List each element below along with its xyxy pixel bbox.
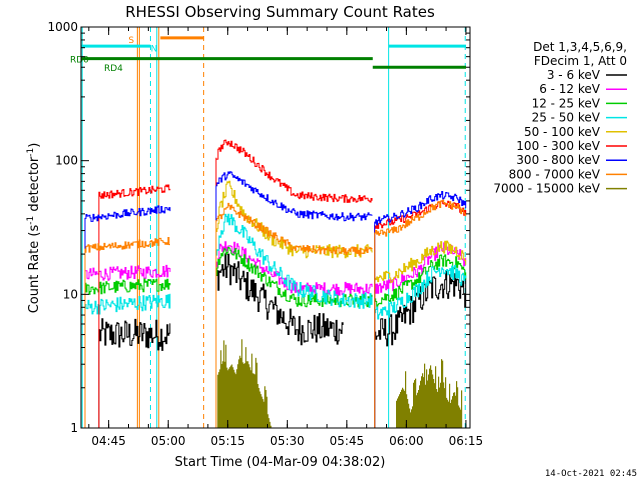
series-25-50-kev <box>215 213 373 428</box>
legend-label-6-12-kev: 6 - 12 keV <box>539 82 601 96</box>
series-3-6-kev <box>98 318 171 428</box>
series-800-7000-kev <box>84 237 170 428</box>
y-tick-label: 10 <box>63 287 78 301</box>
axis-ticks: 1 10 100 1000 04:45 05:00 05:15 05:30 05:45 06:00… <box>47 20 483 448</box>
legend-label-12-25-kev: 12 - 25 keV <box>532 96 601 110</box>
legend-label-3-6-kev: 3 - 6 keV <box>547 68 601 82</box>
series-100-300-kev <box>215 139 373 428</box>
y-tick-label: 1000 <box>47 20 78 34</box>
legend-label-25-50-kev: 25 - 50 keV <box>532 111 601 125</box>
series-800-7000-kev <box>215 202 373 428</box>
series-12-25-kev <box>84 278 171 428</box>
x-axis-label: Start Time (04-Mar-09 04:38:02) <box>175 455 386 470</box>
legend-label-300-800-kev: 300 - 800 keV <box>516 153 600 167</box>
plot-content: SN <box>81 27 467 428</box>
series-300-800-kev <box>215 171 373 428</box>
legend: Det 1,3,4,5,6,9, FDecim 1, Att 0 3 - 6 k… <box>493 40 627 196</box>
legend-header-decimation: FDecim 1, Att 0 <box>534 54 627 68</box>
y-axis-label-part: detector <box>27 156 42 216</box>
series-3-6-kev <box>215 253 344 428</box>
y-tick-label: 1 <box>70 421 78 435</box>
chart-title: RHESSI Observing Summary Count Rates <box>125 3 435 21</box>
status-bar-label: RD4 <box>104 64 123 74</box>
x-tick-label: 05:45 <box>330 434 365 448</box>
y-axis-label-part: Count Rate (s <box>27 225 42 314</box>
legend-label-7000-15000-kev: 7000 - 15000 keV <box>493 182 600 196</box>
plot-frame <box>80 26 471 429</box>
y-axis-label: Count Rate (s-1 detector-1) <box>26 143 42 314</box>
series-300-800-kev <box>84 205 171 428</box>
annotation-label: N <box>151 45 158 55</box>
render-timestamp: 14-Oct-2021 02:45 <box>545 469 637 479</box>
legend-label-100-300-kev: 100 - 300 keV <box>516 139 600 153</box>
series-7000-15000-kev <box>396 359 463 428</box>
series-25-50-kev <box>374 264 467 428</box>
annotation-label: S <box>128 36 134 46</box>
y-axis-label-part: ) <box>27 143 42 148</box>
x-tick-label: 05:00 <box>151 434 186 448</box>
legend-header-detectors: Det 1,3,4,5,6,9, <box>533 40 627 54</box>
series-7000-15000-kev <box>217 339 272 428</box>
x-tick-label: 06:00 <box>389 434 424 448</box>
x-tick-label: 04:45 <box>91 434 126 448</box>
y-axis-label-sup: -1 <box>26 216 36 225</box>
status-bar-label: RD0 <box>70 56 89 66</box>
x-tick-label: 06:15 <box>449 434 484 448</box>
legend-label-50-100-kev: 50 - 100 keV <box>524 125 601 139</box>
y-axis-label-sup: -1 <box>26 148 36 157</box>
series-100-300-kev <box>98 184 171 428</box>
series-300-800-kev <box>374 191 467 428</box>
x-tick-label: 05:15 <box>210 434 245 448</box>
series-12-25-kev <box>374 254 467 428</box>
y-tick-label: 100 <box>55 154 78 168</box>
series-800-7000-kev <box>374 199 467 428</box>
x-tick-label: 05:30 <box>270 434 305 448</box>
legend-label-800-7000-kev: 800 - 7000 keV <box>509 167 601 181</box>
series-50-100-kev <box>374 240 467 428</box>
